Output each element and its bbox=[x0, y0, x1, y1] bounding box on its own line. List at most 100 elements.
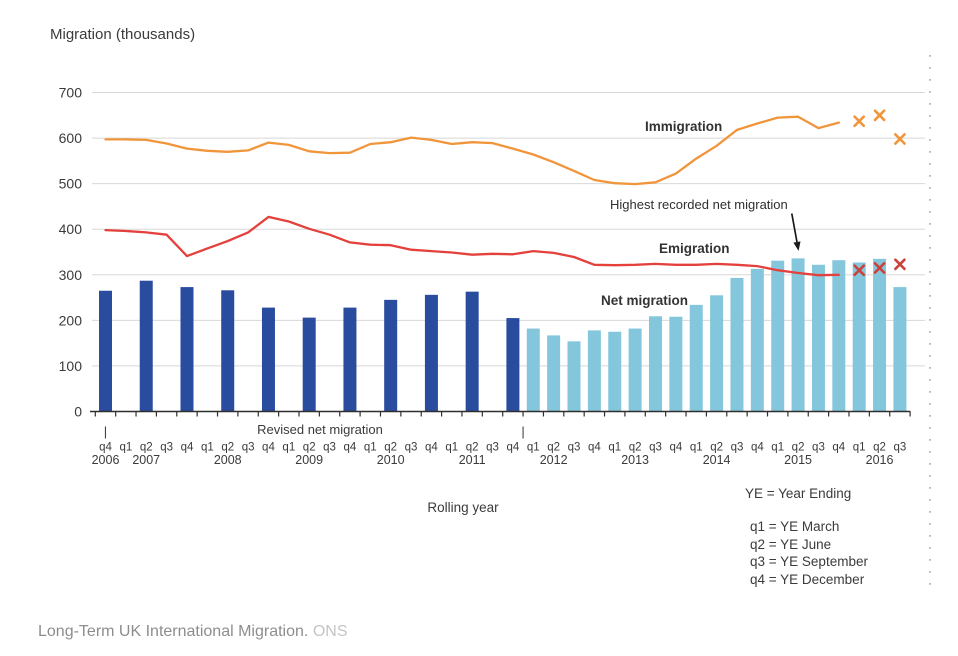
y-tick-label: 100 bbox=[59, 358, 83, 374]
x-tick-quarter: q4 bbox=[751, 442, 764, 454]
x-tick-quarter: q1 bbox=[201, 442, 214, 454]
annotation-highest-net-migration: Highest recorded net migration bbox=[610, 197, 788, 212]
annotation-arrow-line bbox=[790, 213, 798, 243]
bar-revised-net-migration bbox=[343, 307, 357, 412]
x-tick-quarter: q3 bbox=[812, 442, 825, 454]
bar-revised-net-migration bbox=[465, 291, 479, 412]
section-separator: | bbox=[521, 424, 524, 439]
bar-revised-net-migration bbox=[180, 287, 194, 412]
y-tick-label: 0 bbox=[74, 404, 82, 420]
bar-revised-net-migration bbox=[221, 290, 235, 412]
x-tick-quarter: q2 bbox=[140, 442, 153, 454]
bar-net-migration bbox=[771, 260, 785, 412]
x-tick-year: 2011 bbox=[459, 453, 486, 467]
x-tick-quarter: q1 bbox=[690, 442, 703, 454]
x-tick-quarter: q3 bbox=[894, 442, 907, 454]
series-label-net: Net migration bbox=[601, 293, 688, 308]
x-tick-year: 2016 bbox=[866, 453, 894, 467]
bar-revised-net-migration bbox=[139, 280, 153, 412]
emigration-provisional-x-marker bbox=[853, 264, 866, 277]
chart-title: Migration (thousands) bbox=[50, 26, 196, 43]
x-tick-year: 2006 bbox=[92, 453, 120, 467]
bar-net-migration bbox=[852, 262, 866, 412]
bar-net-migration bbox=[628, 328, 642, 412]
legend-item-q2: q2 = YE June bbox=[750, 536, 832, 552]
y-tick-label: 600 bbox=[59, 130, 83, 146]
x-tick-quarter: q4 bbox=[262, 442, 275, 454]
x-tick-year: 2007 bbox=[132, 453, 160, 467]
y-tick-label: 700 bbox=[59, 85, 83, 101]
bar-net-migration bbox=[608, 331, 622, 412]
y-tick-label: 500 bbox=[59, 176, 83, 192]
legend-ye-definition: YE = Year Ending bbox=[745, 486, 852, 501]
revised-section-label: Revised net migration bbox=[257, 422, 383, 437]
x-tick-quarter: q2 bbox=[710, 442, 723, 454]
x-tick-quarter: q2 bbox=[873, 442, 886, 454]
immigration-line bbox=[104, 115, 840, 186]
bar-net-migration bbox=[648, 316, 662, 412]
bar-net-migration bbox=[811, 264, 825, 412]
x-tick-quarter: q3 bbox=[405, 442, 418, 454]
source-title: Long-Term UK International Migration. bbox=[38, 623, 309, 640]
bar-revised-net-migration bbox=[99, 290, 112, 412]
bar-net-migration bbox=[587, 330, 601, 412]
immigration-provisional-x-marker bbox=[853, 115, 866, 128]
x-tick-quarter: q4 bbox=[344, 442, 357, 454]
x-tick-quarter: q4 bbox=[669, 442, 682, 454]
x-tick-quarter: q1 bbox=[853, 442, 866, 454]
x-tick-quarter: q3 bbox=[242, 442, 255, 454]
x-tick-quarter: q4 bbox=[425, 442, 438, 454]
series-label-emigration: Emigration bbox=[659, 241, 730, 256]
section-separator: | bbox=[104, 424, 107, 439]
emigration-line bbox=[104, 215, 840, 277]
x-tick-quarter: q1 bbox=[119, 442, 132, 454]
x-tick-year: 2010 bbox=[377, 453, 405, 467]
x-tick-quarter: q2 bbox=[466, 442, 479, 454]
x-tick-quarter: q1 bbox=[527, 442, 540, 454]
x-tick-quarter: q1 bbox=[282, 442, 295, 454]
x-tick-quarter: q3 bbox=[160, 442, 173, 454]
x-tick-quarter: q2 bbox=[303, 442, 316, 454]
x-tick-quarter: q1 bbox=[445, 442, 458, 454]
series-label-immigration: Immigration bbox=[645, 119, 722, 134]
x-tick-year: 2009 bbox=[295, 453, 323, 467]
annotation-arrowhead bbox=[793, 241, 801, 251]
x-tick-quarter: q2 bbox=[629, 442, 642, 454]
migration-chart: 700 600 500 400 300 200 100 0 q4 q1 q2 q3 q4 q1 q2 q3 q4… bbox=[59, 55, 931, 593]
bar-net-migration bbox=[710, 295, 724, 412]
bar-net-migration bbox=[791, 258, 805, 412]
x-tick-quarter: q1 bbox=[364, 442, 377, 454]
bar-net-migration bbox=[567, 341, 581, 412]
x-tick-quarter: q3 bbox=[731, 442, 744, 454]
y-tick-label: 200 bbox=[59, 312, 83, 328]
x-tick-quarter: q3 bbox=[649, 442, 662, 454]
bar-net-migration bbox=[547, 335, 561, 412]
emigration-provisional-x-marker bbox=[873, 262, 886, 274]
x-tick-quarter: q3 bbox=[323, 442, 336, 454]
bar-net-migration bbox=[526, 328, 540, 412]
bar-revised-net-migration bbox=[302, 317, 316, 412]
x-tick-quarter: q2 bbox=[792, 442, 805, 454]
bar-net-migration bbox=[689, 304, 703, 412]
x-tick-quarter: q4 bbox=[181, 442, 194, 454]
x-tick-quarter: q2 bbox=[547, 442, 560, 454]
x-tick-quarter: q2 bbox=[384, 442, 397, 454]
x-tick-year: 2008 bbox=[214, 453, 242, 467]
emigration-provisional-x-marker bbox=[894, 258, 906, 271]
x-tick-year: 2015 bbox=[784, 453, 812, 467]
bar-net-migration bbox=[832, 260, 846, 412]
source-org-text: ONS bbox=[312, 623, 348, 640]
legend-item-q1: q1 = YE March bbox=[750, 519, 840, 534]
legend-item-q4: q4 = YE December bbox=[750, 571, 865, 587]
x-tick-quarter: q4 bbox=[99, 442, 112, 454]
bar-revised-net-migration bbox=[384, 299, 398, 412]
bar-net-migration bbox=[750, 268, 764, 412]
x-tick-quarter: q4 bbox=[507, 442, 520, 454]
x-axis-label: Rolling year bbox=[427, 500, 499, 515]
immigration-provisional-x-marker bbox=[894, 133, 906, 145]
x-tick-quarter: q4 bbox=[832, 442, 845, 454]
x-tick-year: 2012 bbox=[540, 453, 568, 467]
legend-item-q3: q3 = YE September bbox=[750, 554, 868, 570]
y-tick-label: 400 bbox=[59, 221, 83, 237]
